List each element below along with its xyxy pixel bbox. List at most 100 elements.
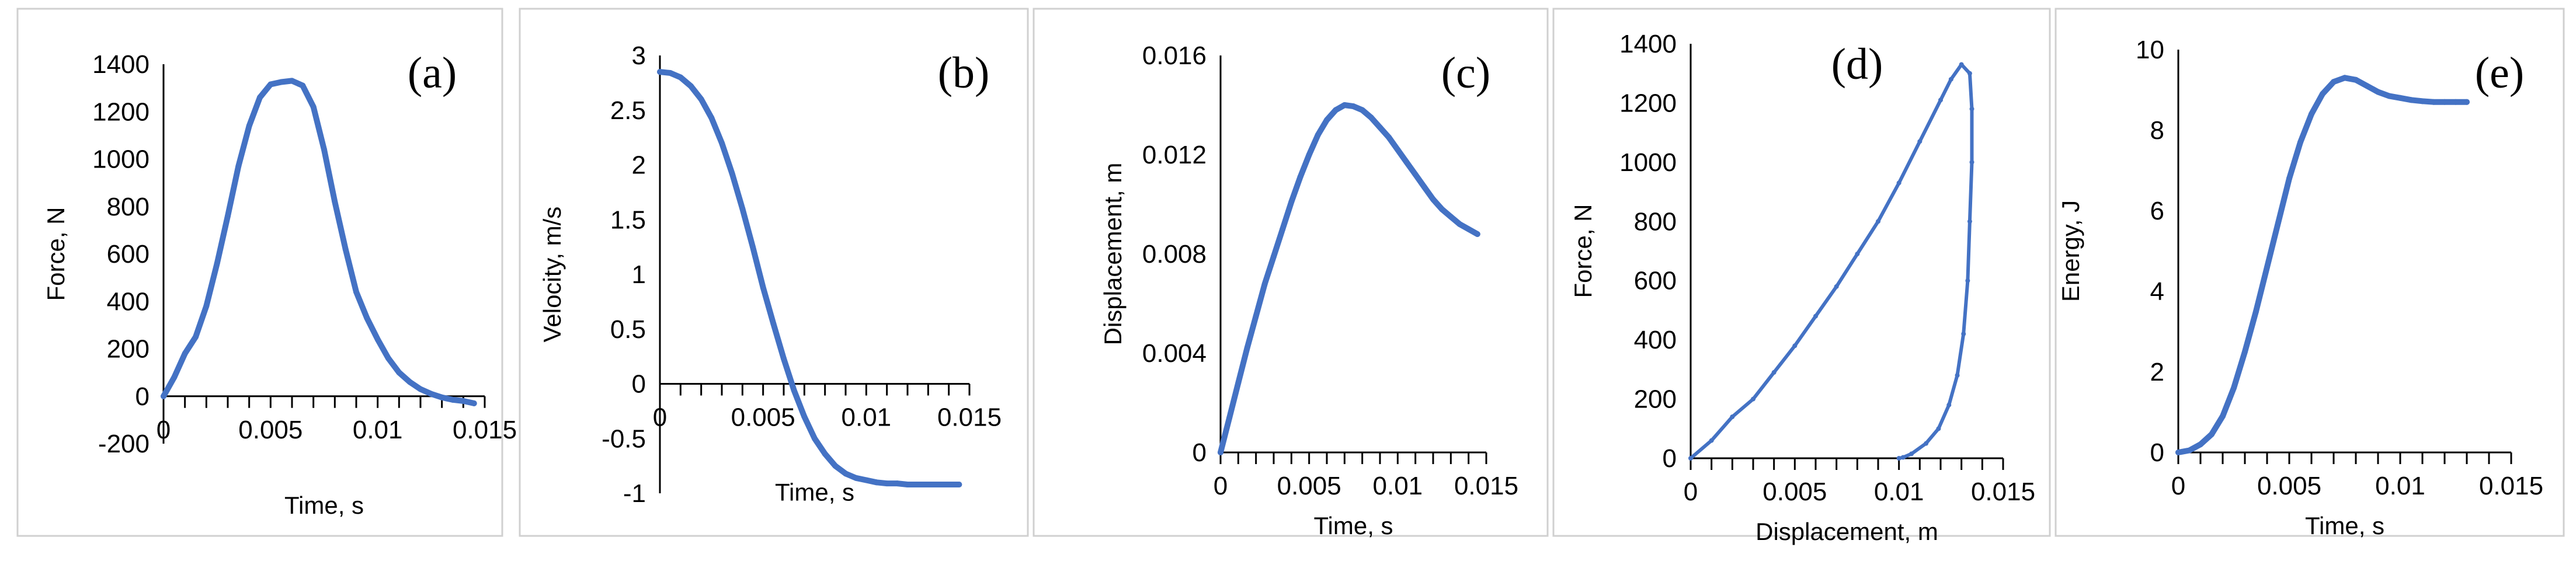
data-point xyxy=(750,244,756,250)
panel-letter: (c) xyxy=(1441,48,1490,97)
y-tick-label: 1200 xyxy=(1619,89,1677,117)
data-point xyxy=(364,315,370,321)
y-tick-label: 8 xyxy=(2150,116,2164,145)
x-tick-label: 0.005 xyxy=(1762,478,1827,506)
data-point xyxy=(1395,147,1401,153)
y-tick-label: 1400 xyxy=(1619,30,1677,58)
data-point xyxy=(2397,95,2403,101)
data-point xyxy=(2175,450,2181,455)
data-point xyxy=(1261,281,1268,287)
data-point xyxy=(1421,184,1427,190)
data-point xyxy=(1439,206,1445,212)
data-point xyxy=(1900,455,1906,460)
y-axis-title: Force, N xyxy=(1569,204,1597,298)
data-point xyxy=(2286,175,2292,182)
y-tick-label: 600 xyxy=(1634,267,1677,295)
data-point xyxy=(1955,373,1960,378)
x-tick-label: 0.015 xyxy=(453,416,517,444)
chart-panel-5: 0 0.005 0.01 0.015 0 2 4 6 8 10 Time, s Energy, J (e… xyxy=(2054,8,2565,539)
data-point xyxy=(1218,450,1223,455)
data-point xyxy=(214,260,220,267)
y-tick-label: 0.016 xyxy=(1142,41,1207,70)
data-point xyxy=(2297,139,2303,145)
data-point xyxy=(1403,159,1410,165)
data-point xyxy=(289,78,295,84)
data-point xyxy=(385,355,391,361)
panel-frame xyxy=(1033,8,1549,537)
y-tick-label: 0.008 xyxy=(1142,240,1207,269)
data-point xyxy=(1456,221,1463,227)
data-point xyxy=(1341,102,1348,108)
y-tick-label: -0.5 xyxy=(602,424,646,453)
data-point xyxy=(2431,99,2436,105)
data-point xyxy=(956,482,962,487)
data-point xyxy=(770,320,777,327)
chart-panel-2: 0 0.005 0.01 0.015-1-0.500.511.522.53Time, … xyxy=(519,8,1029,537)
y-tick-label: 800 xyxy=(1634,207,1677,236)
data-point xyxy=(332,198,338,205)
data-point xyxy=(1280,226,1286,232)
y-tick-label: 400 xyxy=(107,287,150,316)
x-tick-label: 0.01 xyxy=(1373,472,1423,500)
data-point xyxy=(1969,106,1974,111)
data-point xyxy=(1876,219,1880,224)
x-tick-label: 0.005 xyxy=(2257,472,2321,500)
data-point xyxy=(1909,451,1914,457)
data-point xyxy=(2309,111,2314,117)
data-point xyxy=(1430,196,1436,203)
data-point xyxy=(1709,438,1714,443)
x-tick-label: 0 xyxy=(2171,472,2185,500)
y-tick-label: 800 xyxy=(107,193,150,221)
x-tick-label: 0.01 xyxy=(2375,472,2425,500)
data-point xyxy=(182,350,188,357)
data-point xyxy=(2442,99,2448,105)
data-point xyxy=(418,386,423,392)
data-point xyxy=(1771,370,1777,375)
data-point xyxy=(801,413,808,420)
data-point xyxy=(884,480,890,487)
data-point xyxy=(1288,198,1295,205)
data-point xyxy=(1297,174,1303,180)
data-point xyxy=(428,391,434,397)
data-point xyxy=(2408,97,2414,103)
data-point xyxy=(2353,76,2359,83)
y-tick-label: 600 xyxy=(107,240,150,269)
chart-panel-1: 0 0.005 0.01 0.015-200020040060080010001200… xyxy=(16,8,517,537)
data-point xyxy=(874,479,879,486)
x-axis-title: Displacement, m xyxy=(1755,518,1938,545)
y-tick-label: 0.004 xyxy=(1142,339,1207,368)
panel-frame xyxy=(2054,8,2565,537)
x-axis-title: Time, s xyxy=(775,479,854,506)
data-point xyxy=(677,74,684,81)
y-tick-label: 1000 xyxy=(1619,148,1677,177)
x-tick-label: 0 xyxy=(653,403,667,432)
x-tick-label: 0 xyxy=(1214,472,1228,500)
data-point xyxy=(2419,98,2425,104)
data-point xyxy=(1969,159,1974,165)
data-point xyxy=(729,170,735,177)
panel-frame xyxy=(519,8,1029,537)
data-point xyxy=(1235,380,1242,386)
data-point xyxy=(719,140,725,146)
data-point xyxy=(1412,172,1419,177)
data-point xyxy=(2275,219,2281,226)
data-point xyxy=(708,114,715,121)
data-point xyxy=(353,289,359,295)
data-point xyxy=(2364,83,2370,89)
data-point xyxy=(171,374,178,381)
data-point xyxy=(739,205,746,212)
data-point xyxy=(1965,278,1970,283)
y-tick-label: 1 xyxy=(632,260,646,289)
y-tick-label: 1400 xyxy=(92,50,150,79)
data-point xyxy=(1271,253,1277,260)
panel-letter: (a) xyxy=(408,48,457,97)
data-point xyxy=(1253,313,1259,319)
data-point xyxy=(1306,152,1312,158)
x-tick-label: 0.015 xyxy=(937,403,1002,432)
data-point xyxy=(300,82,306,89)
data-series-line xyxy=(1689,62,1974,460)
data-point xyxy=(2342,75,2348,81)
data-point xyxy=(1465,226,1472,232)
data-point xyxy=(905,482,910,487)
